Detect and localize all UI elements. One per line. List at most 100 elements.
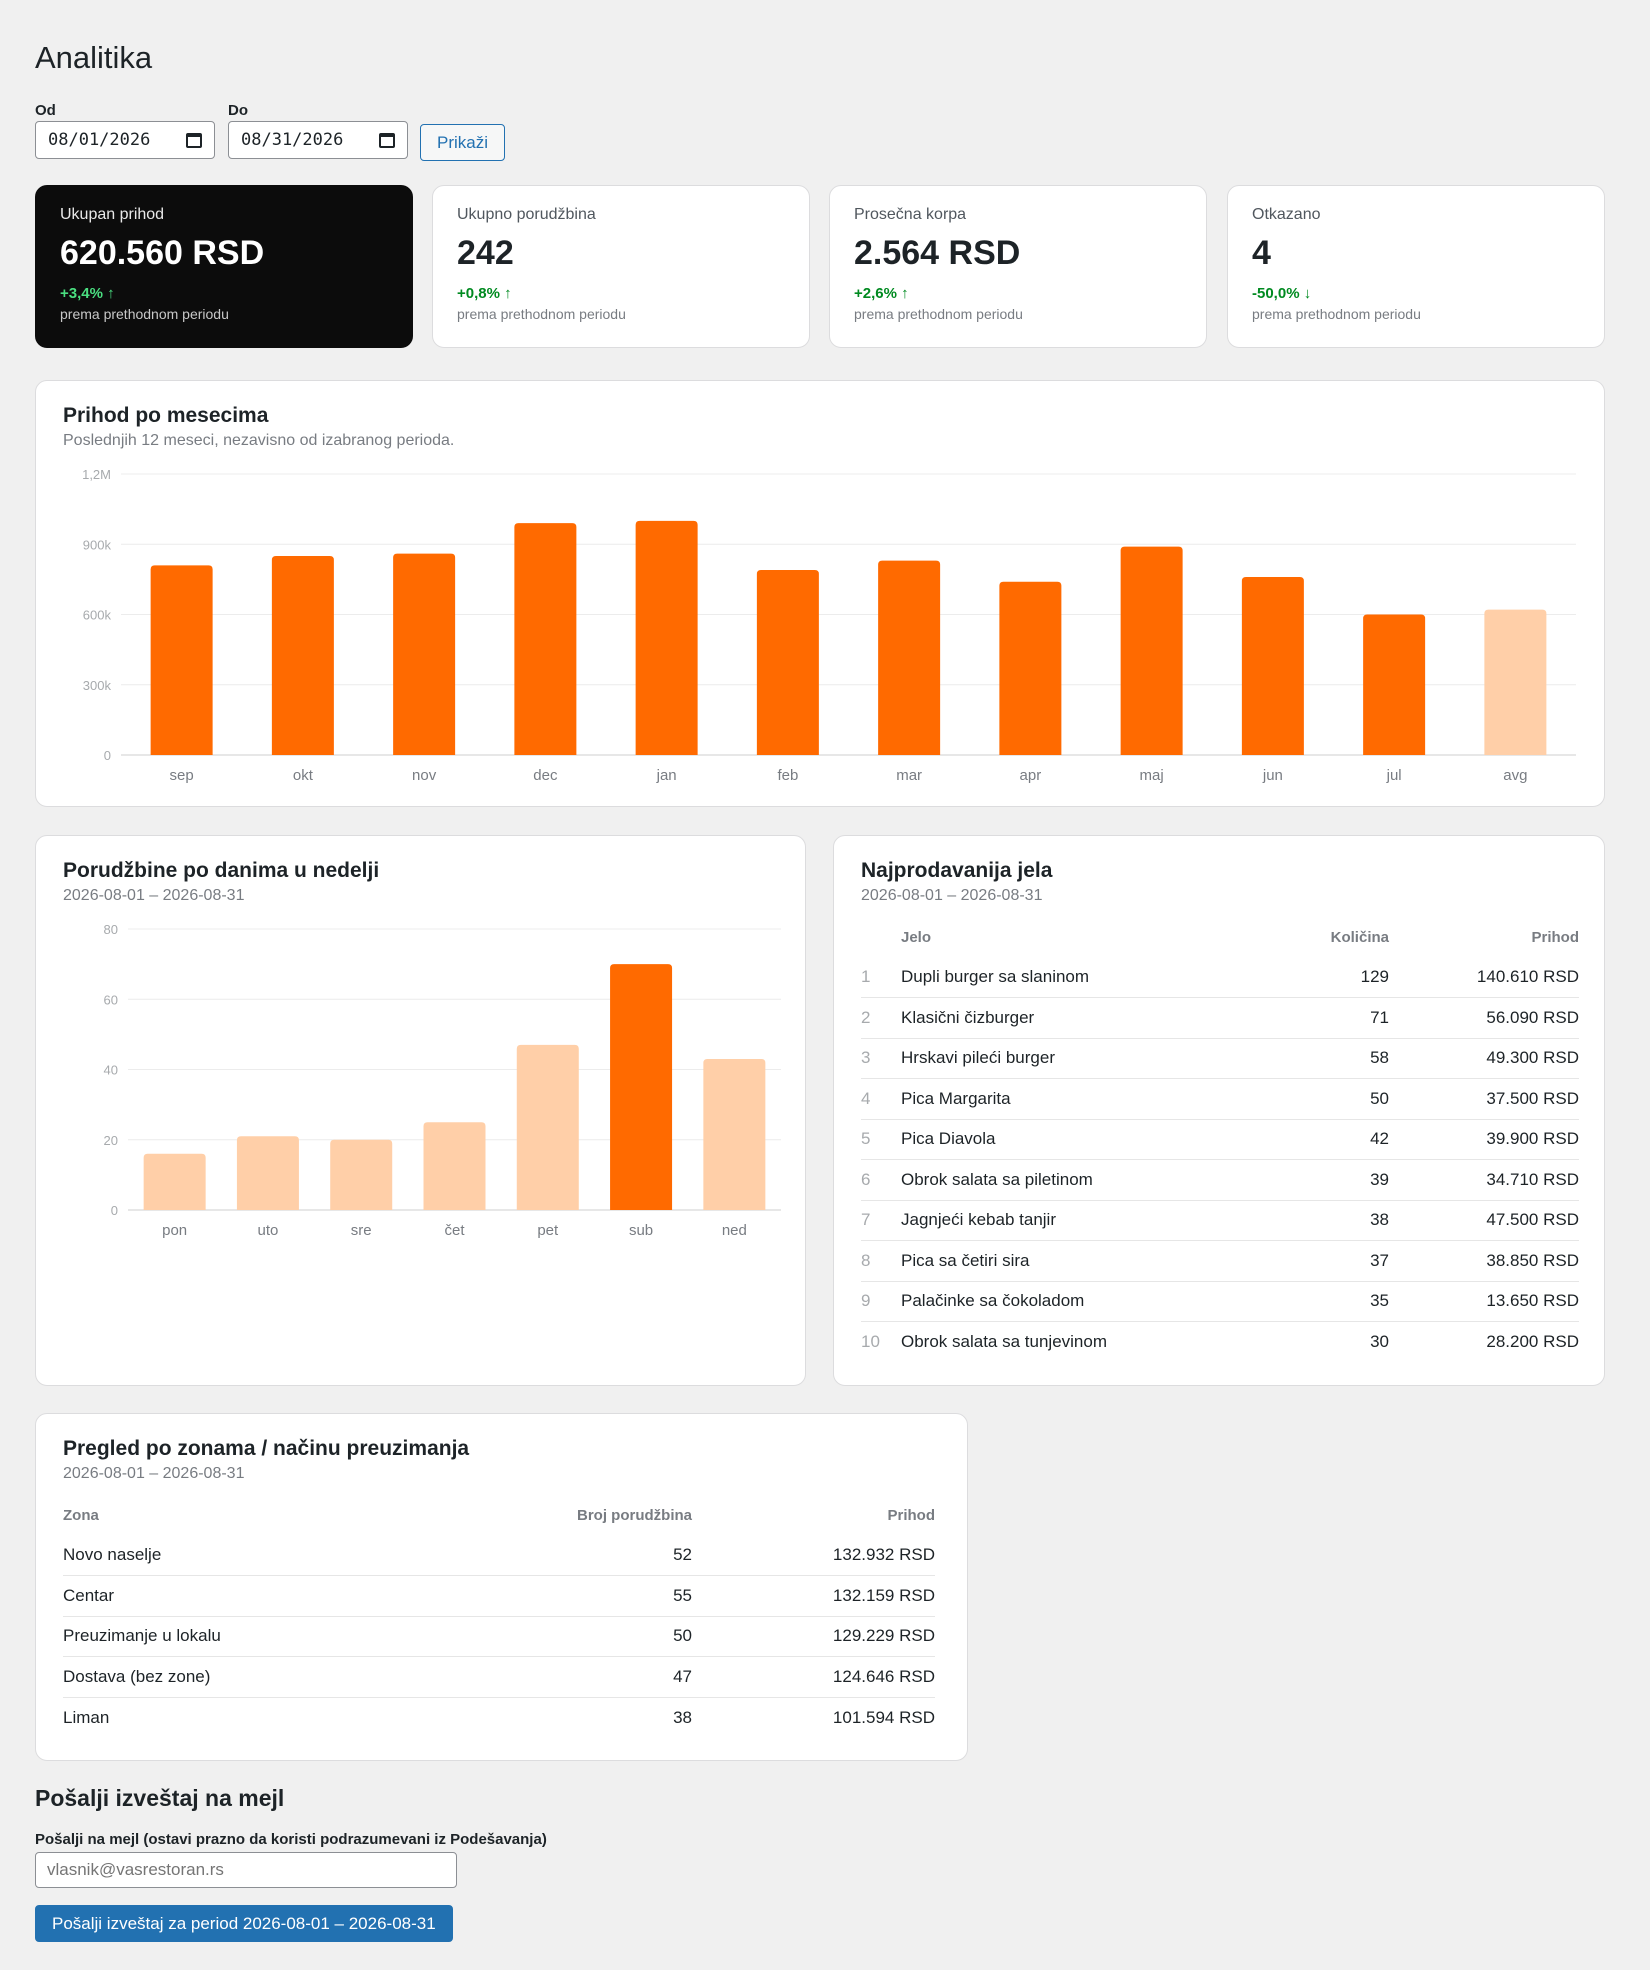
bar [756,570,819,755]
dish-revenue: 49.300 RSD [1389,1038,1579,1079]
calendar-icon[interactable] [186,132,202,148]
bar [610,964,673,1210]
y-tick-label: 60 [104,992,118,1007]
bar [393,553,456,755]
kpi-value: 4 [1252,234,1271,272]
email-field-label: Pošalji na mejl (ostavi prazno da korist… [35,1831,547,1848]
x-tick-label: pon [162,1222,187,1239]
weekday-orders-card: Porudžbine po danima u nedelji 2026-08-0… [35,835,806,1386]
zone-name: Centar [63,1575,472,1617]
x-tick-label: jun [1262,767,1283,784]
table-header-row: Zona Broj porudžbina Prihod [63,1495,935,1535]
dish-rank: 7 [861,1200,901,1241]
zone-name: Dostava (bez zone) [63,1656,472,1698]
date-from-label: Od [35,102,56,119]
kpi-value: 242 [457,234,514,272]
dish-quantity: 71 [1229,997,1389,1039]
dish-name: Klasični čizburger [901,997,1229,1039]
dish-name: Hrskavi pileći burger [901,1038,1229,1079]
x-tick-label: apr [1020,767,1042,784]
bar [330,1139,393,1210]
y-tick-label: 900k [83,537,112,552]
table-row: Preuzimanje u lokalu 50 129.229 RSD [63,1616,935,1657]
revenue-header: Prihod [1531,928,1580,946]
table-row: 10 Obrok salata sa tunjevinom 30 28.200 RSD [861,1322,1579,1363]
date-from-value: 08/01/2026 [48,130,151,150]
zones-card: Pregled po zonama / načinu preuzimanja 2… [35,1413,968,1761]
card-title: Porudžbine po danima u nedelji [63,859,380,882]
bar [1484,609,1547,755]
x-tick-label: nov [412,767,437,784]
kpi-delta: +0,8% ↑ [457,285,512,302]
card-title: Pregled po zonama / načinu preuzimanja [63,1437,470,1460]
dish-header: Jelo [901,928,932,946]
zone-revenue: 101.594 RSD [832,1707,935,1727]
orders-header: Broj porudžbina [577,1506,692,1524]
page-title: Analitika [35,40,153,75]
x-tick-label: okt [293,767,314,784]
zone-name: Liman [63,1707,110,1727]
bar [1120,546,1183,755]
quantity-header: Količina [1330,928,1389,946]
dish-rank: 2 [861,997,901,1039]
table-row: 8 Pica sa četiri sira 37 38.850 RSD [861,1240,1579,1282]
bar [516,1044,579,1210]
table-header-row: Jelo Količina Prihod [861,917,1579,957]
zone-revenue: 132.159 RSD [692,1575,935,1617]
top-dishes-table: Jelo Količina Prihod 1 Dupli burger sa sl… [861,917,1579,1362]
weekday-orders-chart: 0 20 40 60 80 pon uto sre čet pet sub ned [104,922,781,1239]
bar [271,555,334,755]
table-row: 3 Hrskavi pileći burger 58 49.300 RSD [861,1038,1579,1079]
date-to-input[interactable]: 08/31/2026 [228,121,408,159]
table-row: Liman 38 101.594 RSD [63,1697,935,1738]
date-to-value: 08/31/2026 [241,130,344,150]
y-tick-label: 0 [104,748,111,763]
dish-quantity: 42 [1229,1119,1389,1160]
dish-rank: 10 [861,1332,880,1351]
kpi-card-avg-basket: Prosečna korpa 2.564 RSD +2,6% ↑ prema p… [829,185,1207,348]
dish-revenue: 13.650 RSD [1389,1281,1579,1322]
zone-orders: 38 [673,1707,692,1727]
card-title: Prihod po mesecima [63,404,269,427]
zone-orders: 52 [472,1535,692,1576]
card-subtitle: Poslednjih 12 meseci, nezavisno od izabr… [63,432,455,449]
kpi-label: Ukupan prihod [60,206,165,223]
table-row: 2 Klasični čizburger 71 56.090 RSD [861,997,1579,1039]
x-tick-label: feb [777,767,798,784]
kpi-delta: +2,6% ↑ [854,285,909,302]
dish-rank: 4 [861,1078,901,1120]
dish-quantity: 129 [1229,957,1389,998]
date-from-input[interactable]: 08/01/2026 [35,121,215,159]
dish-rank: 6 [861,1159,901,1201]
zone-header: Zona [63,1506,99,1524]
bar [236,1136,299,1210]
dish-quantity: 39 [1229,1159,1389,1201]
kpi-note: prema prethodnom periodu [854,306,1023,322]
email-field[interactable] [35,1852,457,1888]
calendar-icon[interactable] [379,132,395,148]
show-button[interactable]: Prikaži [420,124,506,161]
dish-quantity: 38 [1229,1200,1389,1241]
x-tick-label: maj [1140,767,1164,784]
dish-revenue: 28.200 RSD [1486,1332,1579,1351]
dish-name: Dupli burger sa slaninom [901,957,1229,998]
table-row: Novo naselje 52 132.932 RSD [63,1535,935,1576]
zone-revenue: 124.646 RSD [692,1656,935,1698]
monthly-revenue-chart: 0 300k 600k 900k 1,2M sep okt nov dec jan feb mar ap… [82,467,1576,784]
dish-quantity: 35 [1229,1281,1389,1322]
bar [143,1153,206,1210]
kpi-delta: -50,0% ↓ [1252,285,1312,302]
bar [999,581,1062,755]
dish-rank: 1 [861,957,901,998]
kpi-label: Prosečna korpa [854,206,967,223]
send-report-button[interactable]: Pošalji izveštaj za period 2026-08-01 – … [35,1905,453,1942]
kpi-value: 620.560 RSD [60,234,265,272]
y-tick-label: 40 [104,1063,118,1078]
table-row: 6 Obrok salata sa piletinom 39 34.710 RSD [861,1159,1579,1201]
bar [635,520,698,755]
y-tick-label: 20 [104,1133,118,1148]
zone-revenue: 129.229 RSD [692,1616,935,1657]
dish-name: Jagnjeći kebab tanjir [901,1200,1229,1241]
y-tick-label: 600k [83,608,112,623]
dish-revenue: 37.500 RSD [1389,1078,1579,1120]
